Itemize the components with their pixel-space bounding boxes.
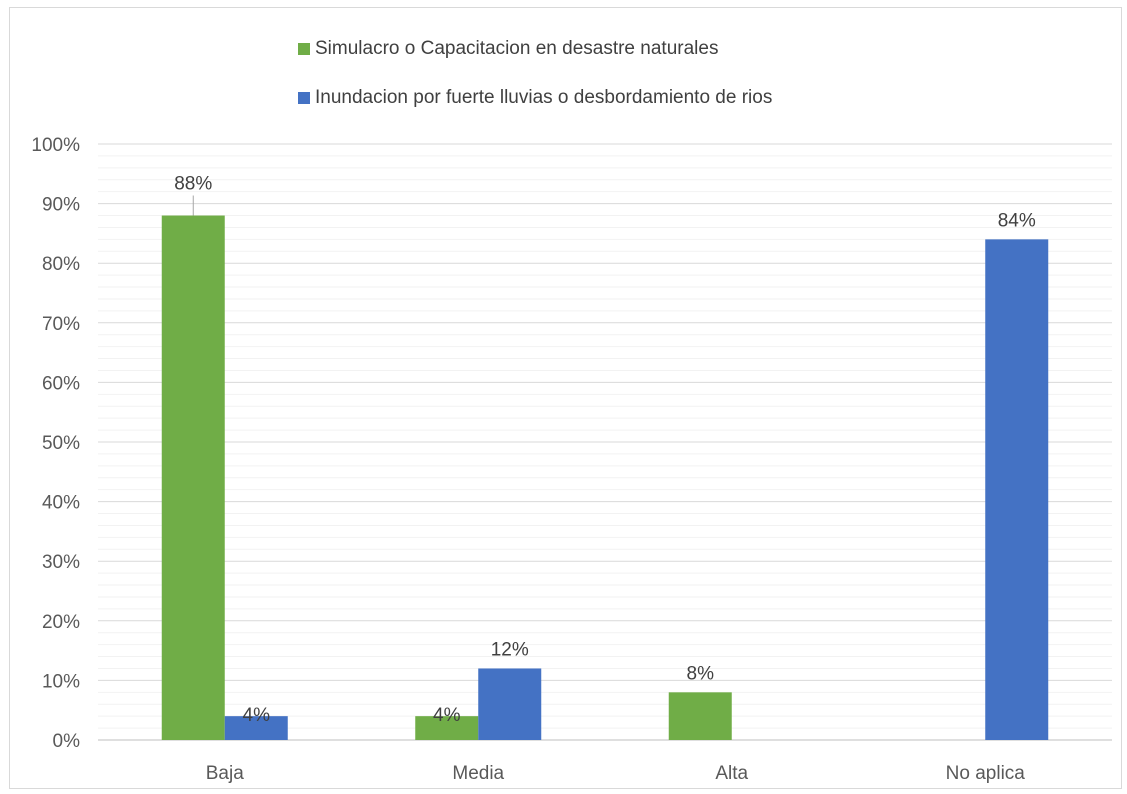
y-tick-label: 70%	[42, 314, 80, 335]
legend-swatch-series-1	[298, 43, 310, 55]
data-label: 4%	[433, 705, 461, 726]
bar-1-baja	[161, 215, 225, 740]
y-tick-label: 100%	[31, 135, 80, 156]
legend-label-series-1: Simulacro o Capacitacion en desastre nat…	[315, 38, 719, 59]
data-label: 88%	[174, 174, 212, 195]
x-tick-label: Baja	[206, 763, 244, 784]
legend-item-series-2: Inundacion por fuerte lluvias o desborda…	[298, 87, 772, 109]
y-tick-label: 10%	[42, 671, 80, 692]
legend-swatch-series-2	[298, 92, 310, 104]
x-tick-label: Alta	[715, 763, 748, 784]
y-tick-label: 30%	[42, 552, 80, 573]
bar-2-media	[478, 668, 542, 740]
bar-1-media	[415, 716, 479, 740]
data-label: 12%	[491, 639, 529, 660]
data-label: 8%	[687, 663, 715, 684]
bar-2-no-aplica	[985, 239, 1049, 741]
y-tick-label: 60%	[42, 373, 80, 394]
legend-label-series-2: Inundacion por fuerte lluvias o desborda…	[315, 87, 773, 108]
y-tick-label: 0%	[53, 731, 81, 752]
x-tick-label: No aplica	[946, 763, 1026, 784]
data-label: 4%	[243, 705, 271, 726]
data-label: 84%	[998, 210, 1036, 231]
y-tick-label: 40%	[42, 493, 80, 514]
y-tick-label: 90%	[42, 195, 80, 216]
y-tick-label: 20%	[42, 612, 80, 633]
y-tick-label: 80%	[42, 254, 80, 275]
bar-1-alta	[668, 692, 732, 740]
bar-2-baja	[224, 716, 288, 740]
legend-item-series-1: Simulacro o Capacitacion en desastre nat…	[298, 38, 718, 60]
y-tick-label: 50%	[42, 433, 80, 454]
x-tick-label: Media	[452, 763, 504, 784]
